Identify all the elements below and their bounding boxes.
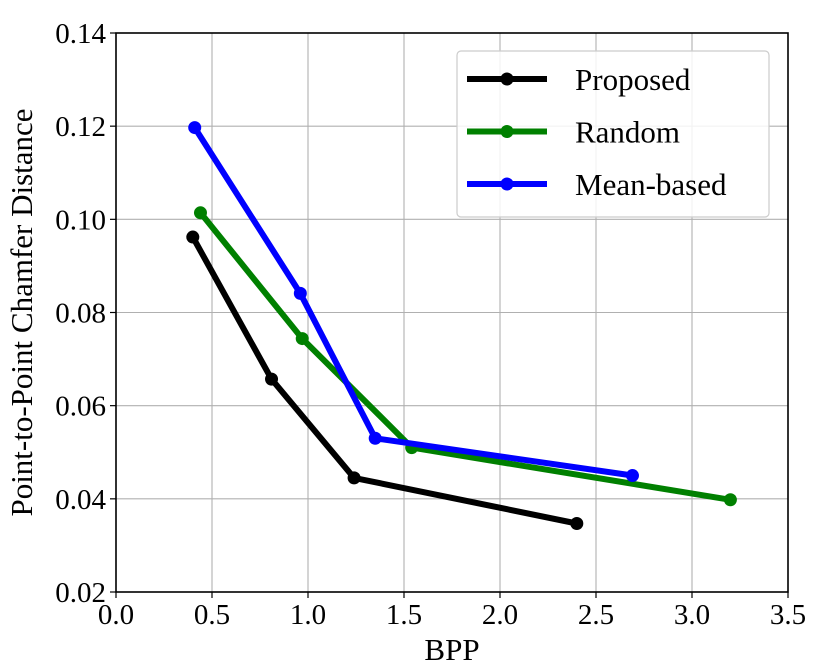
series-random bbox=[193, 206, 737, 507]
legend-entry: Random bbox=[467, 115, 680, 150]
x-tick-label: 1.5 bbox=[386, 599, 422, 631]
x-axis-title: BPP bbox=[424, 632, 479, 664]
x-tick-label: 0.0 bbox=[98, 599, 134, 631]
y-tick-label: 0.08 bbox=[55, 298, 106, 330]
data-point bbox=[625, 469, 639, 483]
data-point bbox=[347, 471, 361, 485]
data-point bbox=[295, 332, 309, 346]
x-tick-label: 2.0 bbox=[482, 599, 518, 631]
x-tick-label: 1.0 bbox=[290, 599, 326, 631]
series-line bbox=[191, 124, 636, 479]
data-point bbox=[570, 517, 584, 531]
legend-entry: Mean-based bbox=[467, 167, 727, 202]
y-tick-label: 0.02 bbox=[55, 577, 106, 609]
data-point bbox=[723, 493, 737, 507]
data-point bbox=[368, 431, 382, 445]
legend-marker bbox=[500, 177, 514, 191]
y-tick-label: 0.14 bbox=[55, 18, 106, 50]
legend-label: Mean-based bbox=[575, 167, 727, 202]
data-point bbox=[188, 121, 202, 135]
y-axis-title: Point-to-Point Chamfer Distance bbox=[4, 108, 39, 516]
legend: Proposed Random Mean-based bbox=[456, 50, 770, 218]
series-layer bbox=[186, 121, 737, 531]
data-point bbox=[293, 286, 307, 300]
series-line bbox=[197, 209, 734, 503]
series-proposed bbox=[186, 230, 584, 531]
y-tick-label: 0.04 bbox=[55, 484, 106, 516]
legend-marker bbox=[500, 72, 514, 86]
series-mean-based bbox=[188, 121, 639, 483]
y-tick-label: 0.12 bbox=[55, 111, 106, 143]
data-point bbox=[186, 230, 200, 244]
x-tick-label: 0.5 bbox=[194, 599, 230, 631]
x-tick-label: 3.0 bbox=[674, 599, 710, 631]
x-tick-label: 3.5 bbox=[770, 599, 806, 631]
legend-marker bbox=[500, 125, 514, 138]
y-tick-label: 0.06 bbox=[55, 391, 106, 423]
legend-label: Random bbox=[575, 115, 680, 150]
axis-ticks: 0.0 0.5 1.0 1.5 2.0 2.5 3.0 3.5 0.02 0.04 0.06 0.08… bbox=[55, 18, 806, 631]
legend-label: Proposed bbox=[575, 62, 691, 97]
x-tick-label: 2.5 bbox=[578, 599, 614, 631]
data-point bbox=[193, 206, 207, 220]
data-point bbox=[265, 372, 279, 386]
y-tick-label: 0.10 bbox=[55, 204, 106, 236]
series-line bbox=[189, 234, 580, 527]
legend-box bbox=[456, 50, 770, 218]
legend-entry: Proposed bbox=[467, 62, 691, 97]
